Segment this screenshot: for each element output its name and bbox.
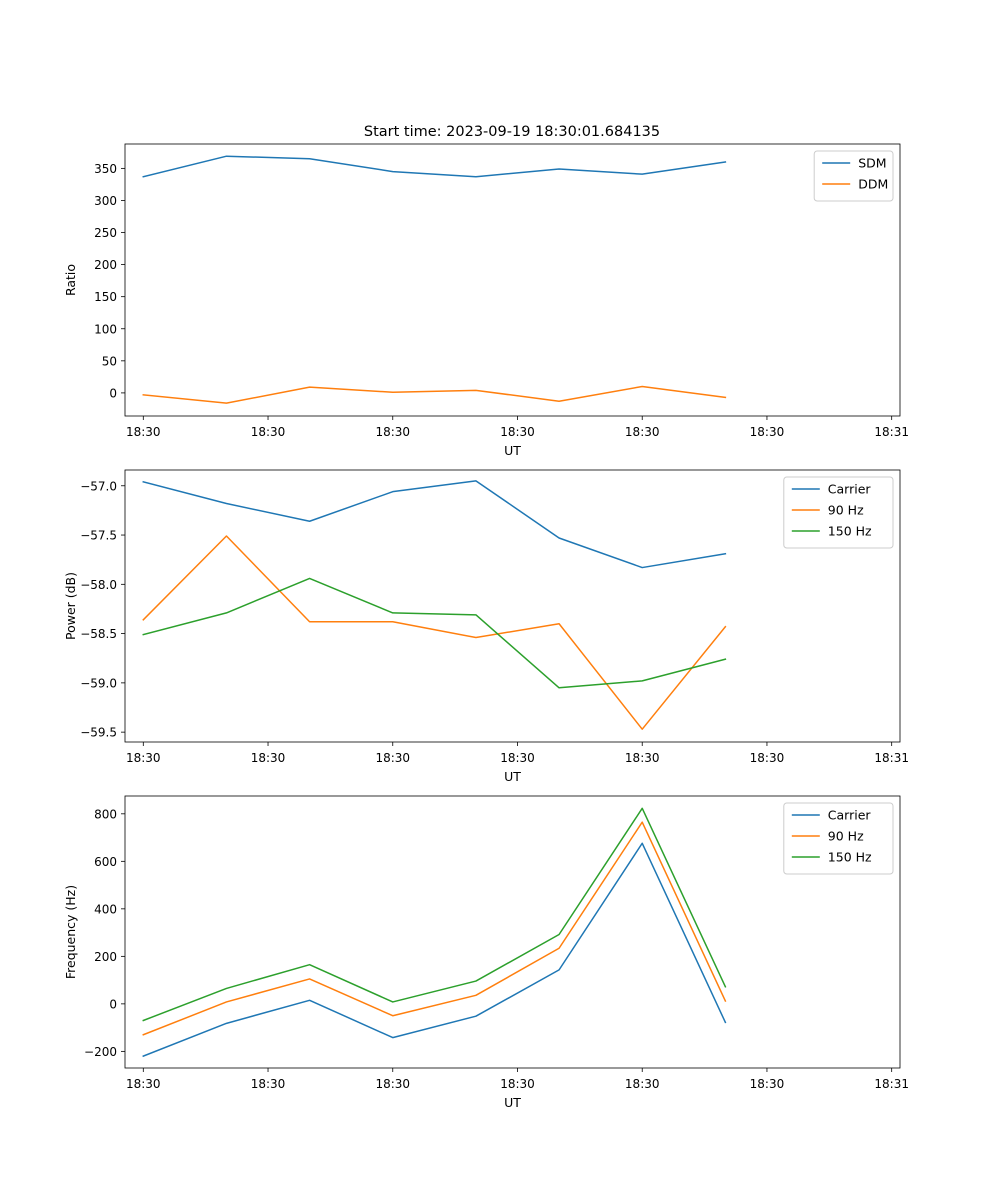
y-axis-label: Frequency (Hz) [63, 885, 78, 979]
legend-entry: 90 Hz [828, 829, 864, 844]
x-tick-label: 18:30 [750, 751, 785, 765]
legend: Carrier 90 Hz 150 Hz [783, 476, 894, 549]
y-tick-label: 100 [94, 322, 117, 336]
x-tick-label: 18:30 [126, 1077, 161, 1091]
y-tick-label: 350 [94, 162, 117, 176]
y-tick-label: −200 [84, 1045, 117, 1059]
x-tick-label: 18:30 [251, 751, 286, 765]
x-tick-label: 18:30 [500, 1077, 535, 1091]
y-tick-label: −59.0 [80, 676, 117, 690]
y-tick-label: −59.5 [80, 726, 117, 740]
y-tick-label: −58.0 [80, 578, 117, 592]
x-tick-label: 18:30 [625, 751, 660, 765]
panel-3: 18:30 18:30 18:30 18:30 18:30 18:30 18:31 −200 0… [63, 795, 909, 1110]
x-tick-label: 18:31 [874, 751, 909, 765]
x-tick-label: 18:30 [375, 425, 410, 439]
y-tick-label: 400 [94, 902, 117, 916]
y-tick-label: −58.5 [80, 627, 117, 641]
x-axis-label: UT [504, 443, 521, 458]
legend: SDM DDM [813, 150, 894, 202]
figure-title: Start time: 2023-09-19 18:30:01.684135 [364, 124, 660, 140]
y-tick-label: 0 [109, 997, 117, 1011]
y-tick-label: 300 [94, 194, 117, 208]
y-tick-label: 50 [102, 354, 117, 368]
x-axis-label: UT [504, 1095, 521, 1110]
y-axis-label: Ratio [63, 264, 78, 296]
legend-entry: 150 Hz [828, 524, 872, 539]
series-line-150-hz [142, 807, 727, 1022]
series-line-150-hz [142, 577, 727, 689]
series-line-carrier [142, 480, 727, 569]
y-tick-label: 800 [94, 807, 117, 821]
y-axis-label: Power (dB) [63, 572, 78, 640]
y-tick-label: 200 [94, 950, 117, 964]
legend-entry: Carrier [828, 482, 872, 497]
x-tick-label: 18:30 [375, 751, 410, 765]
panels: 18:30 18:30 18:30 18:30 18:30 18:30 18:31 0 50 10… [63, 143, 909, 1110]
series-line-ddm [142, 385, 727, 404]
y-tick-label: 0 [109, 386, 117, 400]
panel-1-lines [142, 155, 727, 404]
x-tick-label: 18:31 [874, 1077, 909, 1091]
y-tick-label: 600 [94, 855, 117, 869]
legend-entry: DDM [858, 177, 888, 192]
y-tick-label: 200 [94, 258, 117, 272]
panel-1-frame [124, 143, 901, 417]
panel-2-frame [124, 469, 901, 743]
x-tick-label: 18:30 [251, 425, 286, 439]
x-tick-label: 18:30 [625, 425, 660, 439]
x-tick-label: 18:30 [625, 1077, 660, 1091]
panel-2-lines [142, 480, 727, 730]
series-line-sdm [142, 155, 727, 178]
legend-entry: 90 Hz [828, 503, 864, 518]
x-tick-label: 18:30 [251, 1077, 286, 1091]
legend-entry: SDM [858, 156, 886, 171]
x-tick-label: 18:30 [500, 751, 535, 765]
y-tick-label: 150 [94, 290, 117, 304]
y-tick-label: −57.5 [80, 529, 117, 543]
x-tick-label: 18:30 [375, 1077, 410, 1091]
panel-2: 18:30 18:30 18:30 18:30 18:30 18:30 18:31 −59.5… [63, 469, 909, 784]
x-tick-label: 18:30 [126, 751, 161, 765]
legend-entry: 150 Hz [828, 850, 872, 865]
y-tick-label: 250 [94, 226, 117, 240]
x-tick-label: 18:30 [750, 1077, 785, 1091]
x-axis-label: UT [504, 769, 521, 784]
legend-entry: Carrier [828, 808, 872, 823]
series-line-90-hz [142, 821, 727, 1036]
x-tick-label: 18:31 [874, 425, 909, 439]
x-tick-label: 18:30 [750, 425, 785, 439]
panel-3-frame [124, 795, 901, 1069]
x-tick-label: 18:30 [500, 425, 535, 439]
legend: Carrier 90 Hz 150 Hz [783, 802, 894, 875]
panel-1: 18:30 18:30 18:30 18:30 18:30 18:30 18:31 0 50 10… [63, 143, 909, 458]
panel-3-lines [142, 807, 727, 1058]
series-line-90-hz [142, 535, 727, 730]
series-line-carrier [142, 842, 727, 1058]
x-tick-label: 18:30 [126, 425, 161, 439]
y-tick-label: −57.0 [80, 479, 117, 493]
